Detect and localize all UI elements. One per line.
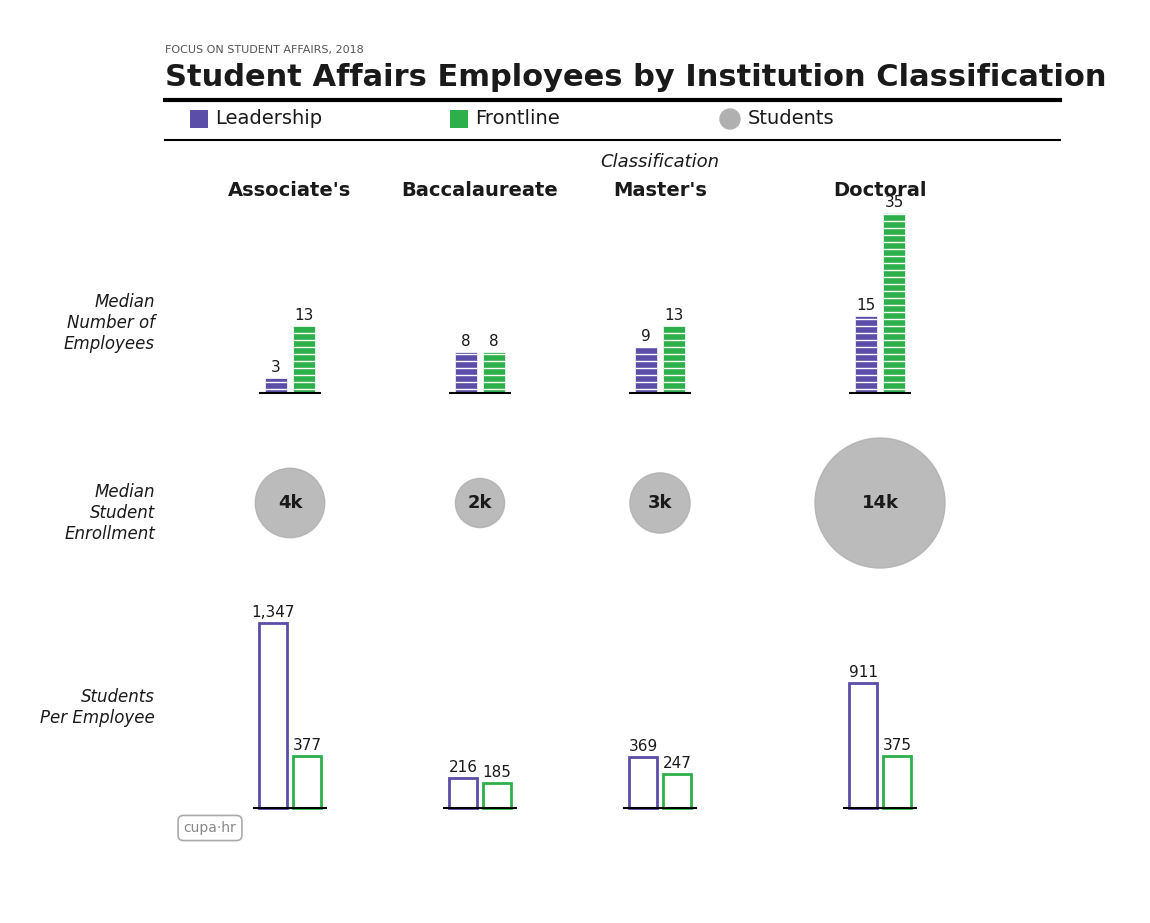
FancyBboxPatch shape	[293, 326, 315, 393]
Text: 35: 35	[884, 195, 904, 210]
FancyBboxPatch shape	[483, 783, 511, 808]
Text: 369: 369	[628, 739, 658, 754]
Text: 8: 8	[489, 334, 499, 349]
Text: cupa·hr: cupa·hr	[184, 821, 237, 835]
FancyBboxPatch shape	[664, 774, 691, 808]
FancyBboxPatch shape	[450, 110, 468, 128]
Circle shape	[255, 468, 324, 538]
Text: 13: 13	[665, 308, 684, 323]
Text: 911: 911	[849, 665, 877, 680]
FancyBboxPatch shape	[629, 757, 657, 808]
FancyBboxPatch shape	[264, 378, 288, 393]
FancyBboxPatch shape	[664, 326, 685, 393]
FancyBboxPatch shape	[455, 352, 477, 393]
FancyBboxPatch shape	[849, 683, 877, 808]
Text: Frontline: Frontline	[475, 109, 560, 128]
Text: 1,347: 1,347	[251, 605, 294, 620]
FancyBboxPatch shape	[635, 347, 657, 393]
Text: 4k: 4k	[278, 494, 302, 512]
FancyBboxPatch shape	[190, 110, 208, 128]
Text: 8: 8	[461, 334, 470, 349]
FancyBboxPatch shape	[883, 757, 911, 808]
Text: Median
Number of
Employees: Median Number of Employees	[64, 293, 155, 353]
Text: 13: 13	[294, 308, 314, 323]
Text: Students: Students	[748, 109, 835, 128]
Circle shape	[815, 438, 945, 568]
Text: 185: 185	[483, 764, 512, 780]
Text: 247: 247	[662, 756, 691, 771]
Text: 14k: 14k	[861, 494, 898, 512]
Text: FOCUS ON STUDENT AFFAIRS, 2018: FOCUS ON STUDENT AFFAIRS, 2018	[164, 45, 363, 55]
Circle shape	[630, 473, 690, 533]
Text: 15: 15	[857, 298, 875, 313]
Text: Master's: Master's	[613, 181, 707, 200]
Text: Associate's: Associate's	[229, 181, 352, 200]
Text: Median
Student
Enrollment: Median Student Enrollment	[64, 483, 155, 543]
FancyBboxPatch shape	[293, 756, 321, 808]
Text: 3k: 3k	[647, 494, 673, 512]
Text: Classification: Classification	[600, 153, 720, 171]
Text: Doctoral: Doctoral	[834, 181, 927, 200]
FancyBboxPatch shape	[259, 623, 288, 808]
FancyBboxPatch shape	[483, 352, 505, 393]
Text: Student Affairs Employees by Institution Classification: Student Affairs Employees by Institution…	[164, 63, 1106, 92]
Text: 216: 216	[448, 761, 477, 775]
Text: 375: 375	[882, 738, 912, 753]
FancyBboxPatch shape	[854, 316, 877, 393]
Text: Leadership: Leadership	[215, 109, 322, 128]
Text: Students
Per Employee: Students Per Employee	[40, 688, 155, 726]
Text: 2k: 2k	[468, 494, 492, 512]
Text: 377: 377	[292, 738, 322, 753]
Text: 3: 3	[271, 360, 281, 375]
Circle shape	[720, 109, 739, 129]
Text: 9: 9	[642, 329, 651, 343]
FancyBboxPatch shape	[448, 778, 477, 808]
Text: Baccalaureate: Baccalaureate	[401, 181, 559, 200]
Circle shape	[455, 478, 505, 528]
FancyBboxPatch shape	[883, 213, 905, 393]
